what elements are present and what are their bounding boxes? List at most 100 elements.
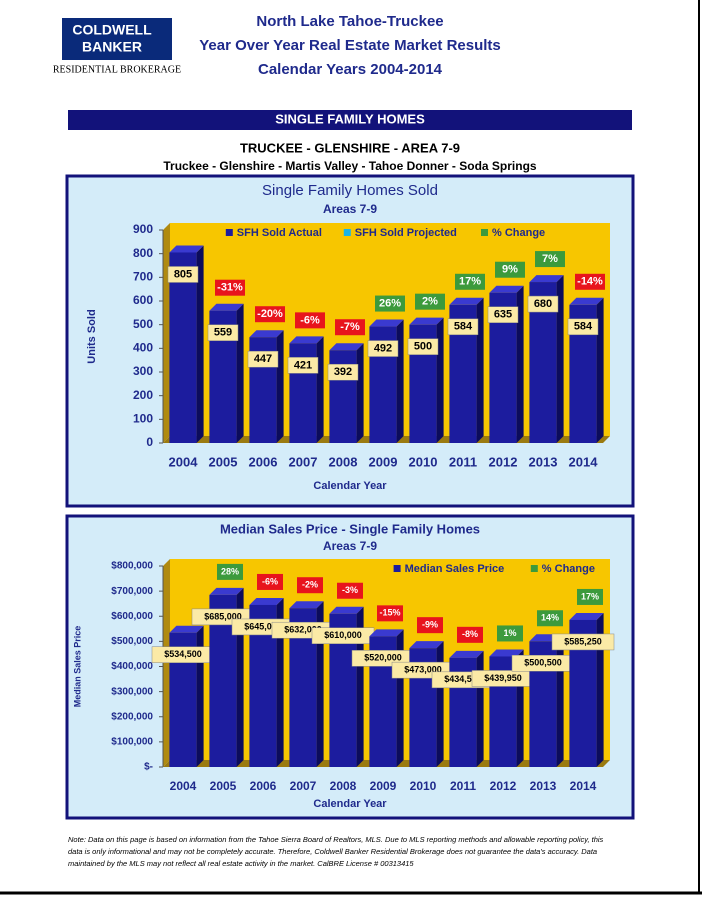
bar-top — [249, 597, 284, 605]
bar-label-box — [487, 306, 519, 323]
pct-change-box — [297, 577, 323, 594]
bar-side — [196, 245, 204, 443]
pct-change-box — [577, 588, 603, 605]
pct-change-label: -14% — [577, 276, 603, 288]
pct-change-label: -2% — [302, 580, 318, 590]
bar-side — [556, 634, 564, 767]
y-tick-label: 300 — [133, 364, 153, 378]
pct-change-label: -20% — [257, 308, 283, 320]
legend-label: Median Sales Price — [405, 563, 505, 575]
chart-subtitle: Areas 7-9 — [323, 202, 377, 216]
y-tick-label: 700 — [133, 270, 153, 284]
pct-change-label: -6% — [262, 576, 278, 586]
x-tick-label: 2008 — [330, 779, 357, 793]
legend-label: % Change — [542, 563, 595, 575]
pct-change-label: 26% — [379, 297, 401, 309]
x-tick-label: 2005 — [209, 454, 238, 469]
bar-side — [436, 317, 444, 443]
bar-top — [409, 641, 444, 649]
bar-top — [569, 612, 604, 620]
bar-side — [596, 297, 604, 443]
bar-top — [209, 303, 244, 311]
bar-side — [476, 297, 484, 443]
x-tick-label: 2005 — [210, 779, 237, 793]
plot-wall — [163, 559, 170, 767]
bar-side — [356, 606, 364, 767]
bar-top — [289, 601, 324, 609]
x-axis-label: Calendar Year — [313, 798, 387, 810]
bar-label: 805 — [174, 268, 192, 280]
y-tick-label: 900 — [133, 222, 153, 236]
x-tick-label: 2012 — [490, 779, 517, 793]
band — [68, 110, 632, 130]
bar-side — [276, 597, 284, 767]
legend-label: SFH Sold Actual — [237, 227, 322, 239]
bar-label: 584 — [454, 321, 473, 333]
bar-side — [396, 319, 404, 443]
pct-change-label: 1% — [503, 628, 516, 638]
bar-label: $473,000 — [404, 665, 442, 675]
page-title: North Lake Tahoe-Truckee — [256, 13, 443, 30]
logo-sub: RESIDENTIAL BROKERAGE — [53, 64, 181, 75]
pct-change-box — [415, 293, 445, 310]
y-tick-label: 0 — [146, 435, 153, 449]
bar-side — [316, 336, 324, 443]
bar-label: 447 — [254, 353, 272, 365]
pct-change-box — [217, 563, 243, 580]
bar-label: $439,950 — [484, 673, 522, 683]
footnote: Note: Data on this page is based on info… — [68, 835, 604, 844]
chart-title: Median Sales Price - Single Family Homes — [220, 521, 480, 536]
pct-change-label: -31% — [217, 282, 243, 294]
bar-label: 500 — [414, 341, 432, 353]
x-tick-label: 2010 — [409, 454, 438, 469]
pct-change-box — [457, 626, 483, 643]
bar-top — [449, 650, 484, 658]
pct-change-label: -9% — [422, 620, 438, 630]
logo-line: BANKER — [82, 39, 142, 55]
pct-change-label: 9% — [502, 264, 518, 276]
legend-swatch — [343, 229, 351, 236]
pct-change-box — [497, 625, 523, 642]
y-tick-label: $400,000 — [111, 661, 153, 672]
bar-side — [236, 303, 244, 443]
bar-label: $520,000 — [364, 653, 402, 663]
page-title: Year Over Year Real Estate Market Result… — [199, 37, 501, 54]
bar-label: $610,000 — [324, 630, 362, 640]
bar-side — [276, 330, 284, 443]
footnote: data is only informational and may not b… — [68, 847, 597, 856]
pct-change-label: 17% — [459, 276, 481, 288]
bar-top — [169, 625, 204, 633]
y-tick-label: 200 — [133, 388, 153, 402]
bar-top — [369, 319, 404, 327]
x-tick-label: 2009 — [369, 454, 398, 469]
x-tick-label: 2011 — [450, 779, 476, 793]
y-tick-label: $200,000 — [111, 711, 153, 722]
y-axis-label: Median Sales Price — [72, 626, 82, 708]
bar-label-box — [207, 324, 239, 341]
pct-change-box — [575, 273, 605, 290]
bar-top — [489, 285, 524, 293]
pct-change-box — [377, 605, 403, 622]
x-tick-label: 2012 — [489, 454, 518, 469]
bar-label: $500,500 — [524, 658, 562, 668]
pct-change-box — [215, 279, 245, 296]
pct-change-box — [337, 582, 363, 599]
x-tick-label: 2011 — [449, 454, 477, 469]
bar-label-box — [367, 340, 399, 357]
pct-change-label: -15% — [379, 608, 400, 618]
bar-label-box — [551, 633, 615, 651]
bar-top — [529, 275, 564, 283]
pct-change-label: 7% — [542, 253, 558, 265]
bar-label: $645,000 — [244, 621, 282, 631]
pct-change-box — [335, 319, 365, 336]
bar-label-box — [447, 318, 479, 336]
pct-change-box — [257, 573, 283, 590]
pct-change-box — [537, 610, 563, 627]
pct-change-box — [535, 251, 565, 268]
logo-box — [62, 18, 172, 60]
y-tick-label: $300,000 — [111, 686, 153, 697]
bar-label-box — [287, 357, 319, 374]
band-title: SINGLE FAMILY HOMES — [275, 111, 425, 126]
bar-label: $534,500 — [164, 649, 202, 659]
